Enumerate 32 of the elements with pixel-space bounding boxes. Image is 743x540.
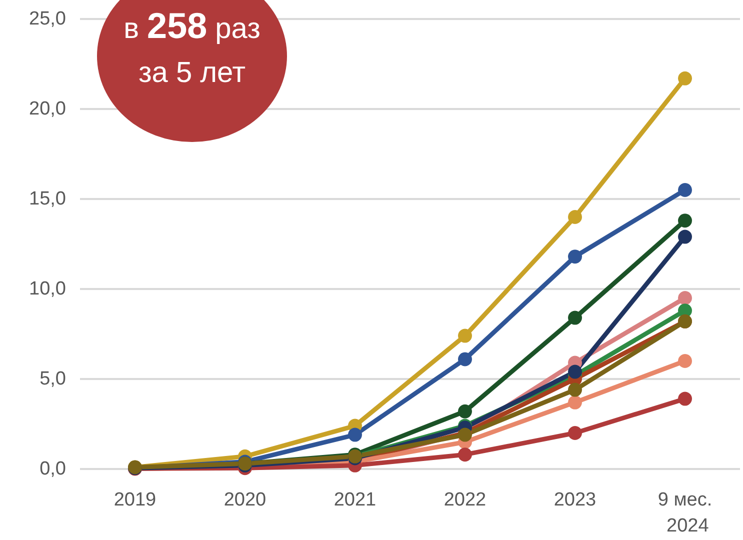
point: [678, 291, 692, 305]
point: [568, 395, 582, 410]
x-tick-label: 9 мес. 2024: [658, 490, 712, 536]
y-tick-label: 15,0: [29, 188, 66, 210]
point: [458, 448, 472, 462]
point: [458, 352, 472, 366]
point: [568, 382, 582, 397]
point: [458, 404, 472, 418]
point: [568, 310, 582, 325]
point: [678, 71, 692, 86]
point: [678, 230, 692, 244]
y-tick-label: 25,0: [29, 8, 66, 30]
point: [568, 210, 582, 224]
annotation: в 258 раз за 5 лет: [122, 4, 262, 91]
point: [678, 183, 692, 197]
y-tick-label: 10,0: [29, 278, 66, 300]
y-tick-label: 20,0: [29, 98, 66, 120]
x-tick-label: 2020: [224, 490, 266, 510]
point: [458, 328, 472, 343]
x-tick-label: 2023: [554, 490, 596, 510]
point: [568, 426, 582, 440]
x-tick-label: 2019: [114, 490, 156, 510]
point: [348, 428, 362, 442]
point: [678, 214, 692, 228]
y-tick-label: 5,0: [40, 368, 66, 390]
point: [568, 364, 582, 379]
y-tick-label: 0,0: [40, 458, 66, 480]
point: [568, 250, 582, 264]
x-tick-label: 2021: [334, 490, 376, 510]
point: [678, 392, 692, 406]
point: [678, 354, 692, 368]
x-tick-label: 2022: [444, 490, 486, 510]
